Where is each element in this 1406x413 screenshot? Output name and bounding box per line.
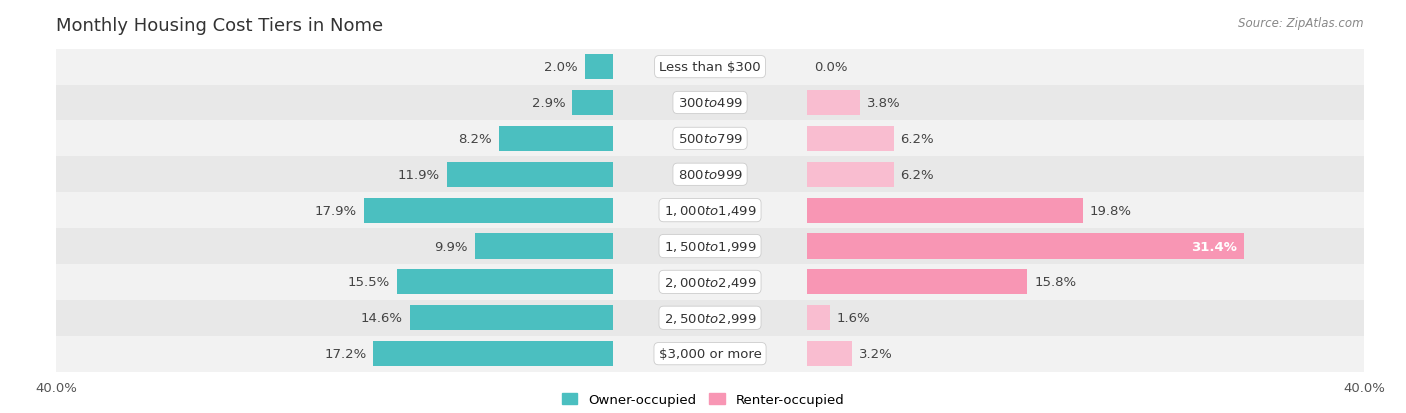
Bar: [807, 198, 1083, 223]
Bar: [0, 157, 1406, 193]
Bar: [0, 336, 1406, 372]
Bar: [572, 91, 613, 116]
Bar: [0, 157, 1406, 193]
Text: 6.2%: 6.2%: [901, 133, 934, 145]
Bar: [0, 193, 1406, 228]
Bar: [0, 121, 1406, 157]
Text: 31.4%: 31.4%: [1191, 240, 1237, 253]
Text: Less than $300: Less than $300: [659, 61, 761, 74]
Bar: [0, 193, 1406, 228]
Bar: [585, 55, 613, 80]
Text: 0.0%: 0.0%: [814, 61, 848, 74]
Text: Source: ZipAtlas.com: Source: ZipAtlas.com: [1239, 17, 1364, 29]
Bar: [396, 270, 613, 295]
Bar: [807, 341, 852, 366]
Text: 6.2%: 6.2%: [901, 169, 934, 181]
Bar: [0, 228, 1406, 264]
Bar: [0, 336, 1406, 372]
Bar: [0, 228, 1406, 264]
Bar: [807, 234, 1244, 259]
Text: 9.9%: 9.9%: [434, 240, 468, 253]
Bar: [807, 306, 830, 330]
Bar: [807, 126, 894, 152]
Bar: [499, 126, 613, 152]
Text: 17.9%: 17.9%: [315, 204, 357, 217]
Text: $1,500 to $1,999: $1,500 to $1,999: [664, 240, 756, 254]
Text: $800 to $999: $800 to $999: [678, 169, 742, 181]
Bar: [0, 300, 1406, 336]
Text: 8.2%: 8.2%: [458, 133, 492, 145]
Text: 2.9%: 2.9%: [531, 97, 565, 110]
Bar: [0, 336, 1406, 372]
Text: 1.6%: 1.6%: [837, 311, 870, 325]
Bar: [0, 50, 1406, 85]
Text: 19.8%: 19.8%: [1090, 204, 1132, 217]
Bar: [0, 121, 1406, 157]
Bar: [447, 162, 613, 188]
Bar: [807, 91, 860, 116]
Bar: [807, 270, 1028, 295]
Text: $2,500 to $2,999: $2,500 to $2,999: [664, 311, 756, 325]
Bar: [0, 264, 1406, 300]
Text: 3.2%: 3.2%: [859, 347, 893, 360]
Legend: Owner-occupied, Renter-occupied: Owner-occupied, Renter-occupied: [561, 394, 845, 406]
Text: Monthly Housing Cost Tiers in Nome: Monthly Housing Cost Tiers in Nome: [56, 17, 384, 34]
Text: 11.9%: 11.9%: [398, 169, 440, 181]
Bar: [0, 264, 1406, 300]
Text: 15.5%: 15.5%: [347, 276, 389, 289]
Bar: [807, 162, 894, 188]
Text: 2.0%: 2.0%: [544, 61, 578, 74]
Text: $300 to $499: $300 to $499: [678, 97, 742, 110]
Bar: [0, 157, 1406, 193]
Text: $3,000 or more: $3,000 or more: [658, 347, 762, 360]
Bar: [0, 85, 1406, 121]
Bar: [475, 234, 613, 259]
Text: $500 to $799: $500 to $799: [678, 133, 742, 145]
Bar: [0, 193, 1406, 228]
Bar: [364, 198, 613, 223]
Bar: [0, 50, 1406, 85]
Text: $1,000 to $1,499: $1,000 to $1,499: [664, 204, 756, 218]
Text: 17.2%: 17.2%: [325, 347, 367, 360]
Text: 3.8%: 3.8%: [868, 97, 901, 110]
Bar: [0, 300, 1406, 336]
Text: 14.6%: 14.6%: [360, 311, 402, 325]
Bar: [374, 341, 613, 366]
Bar: [0, 228, 1406, 264]
Bar: [0, 85, 1406, 121]
Bar: [0, 264, 1406, 300]
Bar: [0, 121, 1406, 157]
Bar: [409, 306, 613, 330]
Bar: [0, 300, 1406, 336]
Text: $2,000 to $2,499: $2,000 to $2,499: [664, 275, 756, 289]
Bar: [0, 50, 1406, 85]
Text: 15.8%: 15.8%: [1035, 276, 1076, 289]
Bar: [0, 85, 1406, 121]
